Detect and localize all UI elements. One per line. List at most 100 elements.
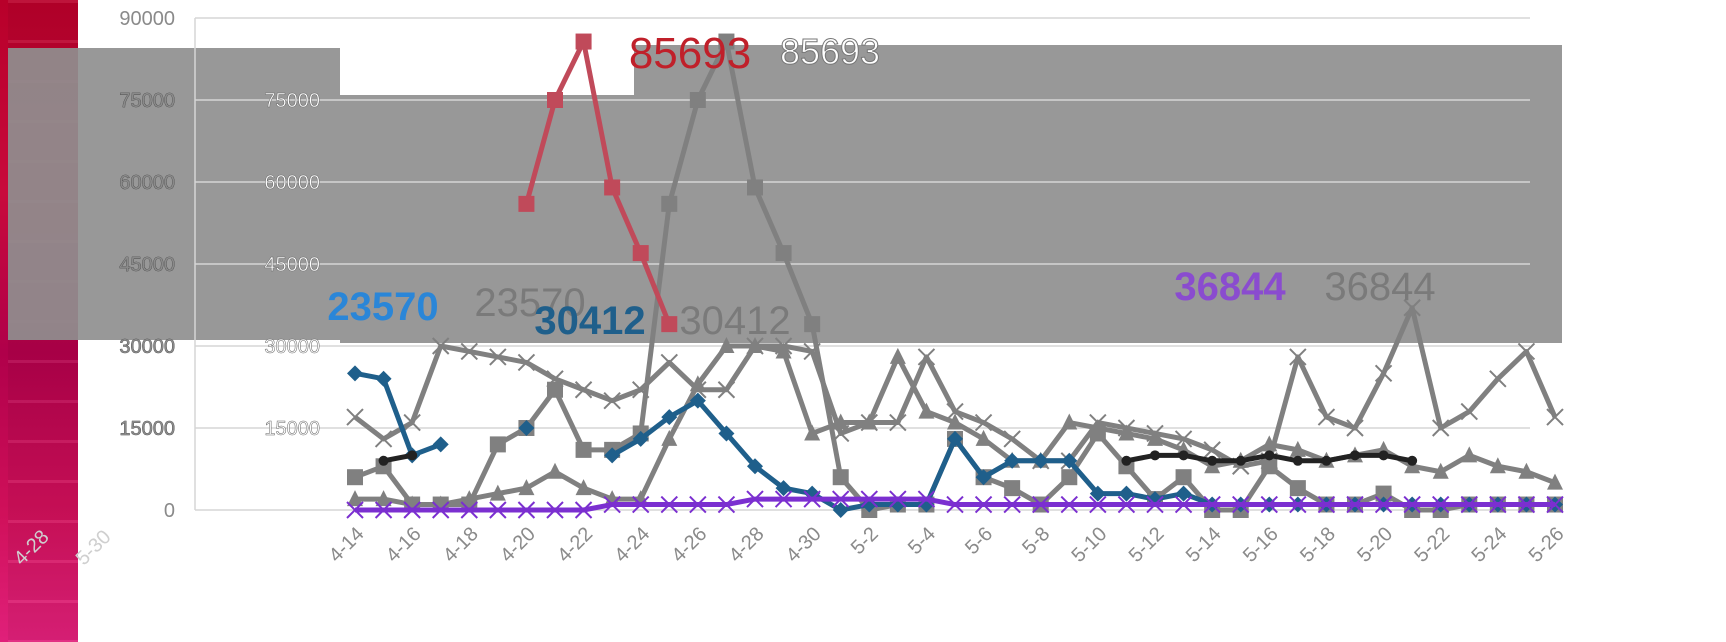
ghost-y-tick-label: 30000 xyxy=(119,336,175,358)
x-tick-label: 5-12 xyxy=(1125,523,1169,567)
data-point xyxy=(804,316,821,333)
data-point xyxy=(747,458,763,475)
x-tick-label: 5-16 xyxy=(1239,523,1283,567)
data-point xyxy=(432,501,450,519)
data-point xyxy=(832,490,850,508)
data-point xyxy=(1004,480,1021,497)
data-point xyxy=(804,424,821,441)
data-point xyxy=(574,501,593,519)
x-tick-label: 5-4 xyxy=(904,523,940,559)
x-tick-label-fragment: 4-28 xyxy=(10,526,54,570)
data-point xyxy=(1289,480,1306,497)
y-tick-label: 0 xyxy=(164,500,175,522)
x-tick-label: 5-6 xyxy=(961,523,997,559)
data-point xyxy=(403,501,421,519)
data-point xyxy=(346,408,364,426)
x-tick-label: 5-10 xyxy=(1068,523,1112,567)
data-point xyxy=(917,348,936,366)
series-5 xyxy=(346,490,1564,519)
x-axis-tick-labels: 4-14 4-16 4-18 4-20 4-22 4-24 4-26 4-28 4-30 5-2 5… xyxy=(10,523,1569,570)
data-point xyxy=(1175,469,1192,486)
data-point xyxy=(1121,455,1132,466)
data-point xyxy=(460,501,478,519)
data-point xyxy=(1489,370,1507,388)
data-point xyxy=(1061,413,1078,430)
data-point xyxy=(518,479,535,496)
data-point xyxy=(774,490,793,508)
series-6 xyxy=(378,450,1418,466)
data-point xyxy=(1517,342,1536,361)
data-point xyxy=(1460,495,1478,514)
data-point xyxy=(1489,495,1507,514)
data-point xyxy=(718,425,735,442)
data-point xyxy=(346,501,364,519)
data-point xyxy=(718,33,735,50)
data-point xyxy=(575,441,592,458)
data-point xyxy=(1289,348,1307,366)
data-point xyxy=(1321,455,1332,466)
data-point xyxy=(1518,462,1535,479)
data-point xyxy=(1003,430,1021,448)
x-tick-label: 5-2 xyxy=(847,523,883,559)
data-point xyxy=(1203,495,1221,514)
data-point xyxy=(632,245,649,262)
x-tick-label: 5-24 xyxy=(1468,523,1512,567)
data-point xyxy=(1489,457,1506,474)
data-point xyxy=(1089,419,1106,435)
ghost-y-tick-label: 75000 xyxy=(264,90,320,112)
data-point xyxy=(889,347,906,364)
data-point xyxy=(1374,364,1393,383)
data-point xyxy=(661,195,678,212)
y-tick-label: 90000 xyxy=(119,8,175,30)
value-annotation: 36844 xyxy=(1324,265,1435,309)
data-point xyxy=(775,480,792,497)
x-tick-label: 4-18 xyxy=(439,523,483,567)
data-point xyxy=(1060,495,1078,514)
data-point xyxy=(1178,450,1189,461)
data-point xyxy=(1432,495,1450,514)
value-annotation: 30412 xyxy=(534,299,645,343)
x-tick-label: 4-22 xyxy=(553,523,597,567)
value-annotation: 23570 xyxy=(474,281,585,325)
series-lines xyxy=(346,33,1564,519)
data-point xyxy=(1407,455,1418,466)
ghost-y-tick-label: 30000 xyxy=(264,336,320,358)
x-tick-label: 4-28 xyxy=(725,523,769,567)
data-point xyxy=(1261,458,1278,475)
data-point xyxy=(1032,452,1049,469)
data-point xyxy=(1546,408,1564,426)
data-point xyxy=(689,392,706,409)
data-point xyxy=(1203,441,1221,459)
data-point xyxy=(1374,495,1393,514)
data-point xyxy=(1207,455,1218,466)
data-point xyxy=(689,375,706,392)
data-point xyxy=(975,469,992,486)
data-point xyxy=(1292,455,1303,466)
x-tick-label-fragment: 5-30 xyxy=(72,526,116,570)
data-point xyxy=(518,195,535,212)
data-point xyxy=(489,484,506,501)
data-point xyxy=(889,413,907,432)
data-point xyxy=(347,469,363,486)
x-tick-label: 5-26 xyxy=(1525,523,1569,567)
x-tick-label: 5-22 xyxy=(1410,523,1454,567)
data-point xyxy=(1118,485,1135,502)
data-point xyxy=(461,490,478,507)
data-point xyxy=(518,420,535,436)
data-point xyxy=(1232,495,1250,514)
data-point xyxy=(717,495,736,514)
data-point xyxy=(1061,452,1078,469)
value-annotation: 30412 xyxy=(679,299,790,343)
data-point xyxy=(803,490,821,508)
data-point xyxy=(974,413,993,432)
data-point xyxy=(432,337,450,355)
y-tick-label: 75000 xyxy=(119,90,175,112)
data-point xyxy=(832,502,849,518)
data-point xyxy=(889,490,907,508)
value-annotation: 85693 xyxy=(780,31,880,72)
data-point xyxy=(1546,495,1564,514)
data-point xyxy=(374,430,393,448)
ghost-y-tick-label: 60000 xyxy=(119,172,175,194)
x-tick-label: 4-26 xyxy=(668,523,712,567)
